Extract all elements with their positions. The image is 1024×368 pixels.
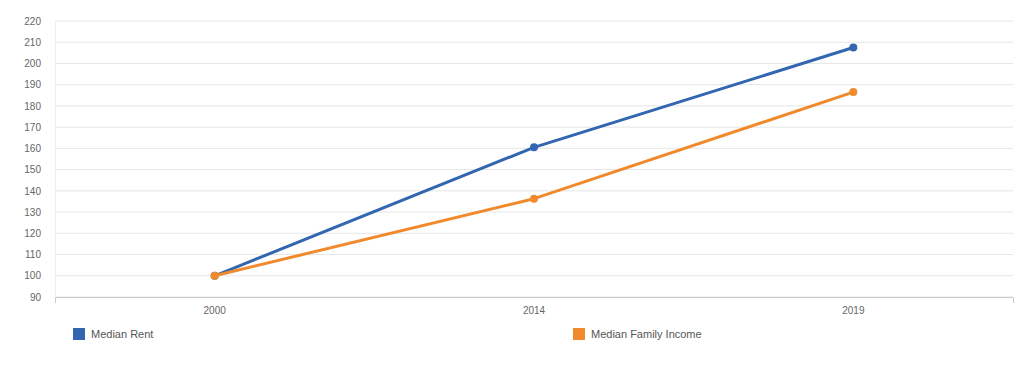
legend-item: Median Rent xyxy=(73,328,153,340)
y-tick-label: 130 xyxy=(24,207,41,218)
data-point xyxy=(530,143,538,151)
grid-line xyxy=(55,127,1013,128)
grid-line xyxy=(55,190,1013,191)
grid-line xyxy=(55,105,1013,106)
x-tick: 2019 xyxy=(842,297,865,316)
chart-svg: 90 100 110 120 130 140 150 160 170 180 190 200 210 22… xyxy=(0,0,1024,368)
chart-container: 90 100 110 120 130 140 150 160 170 180 190 200 210 22… xyxy=(0,0,1024,368)
y-tick-label: 190 xyxy=(24,79,41,90)
legend-item: Median Family Income xyxy=(573,328,702,340)
x-tick-label: 2014 xyxy=(523,305,546,316)
plot-area: 90 100 110 120 130 140 150 160 170 180 190 200 210 22… xyxy=(24,16,1013,316)
y-axis-line xyxy=(55,22,56,298)
y-tick-label: 140 xyxy=(24,186,41,197)
series-line xyxy=(215,92,854,276)
y-tick: 220 xyxy=(24,16,55,27)
x-tick: 2000 xyxy=(204,297,227,316)
grid-line xyxy=(55,212,1013,213)
series-markers xyxy=(211,88,858,280)
x-axis-line xyxy=(56,298,1014,304)
x-tick-label: 2019 xyxy=(842,305,865,316)
y-axis: 90 100 110 120 130 140 150 160 170 180 190 200 210 22… xyxy=(24,16,55,303)
x-axis: 2000 2014 2019 xyxy=(56,297,1014,316)
y-tick: 160 xyxy=(24,143,55,154)
y-tick-label: 170 xyxy=(24,122,41,133)
y-tick: 170 xyxy=(24,122,55,133)
y-tick: 110 xyxy=(25,249,55,260)
y-tick-label: 120 xyxy=(24,228,41,239)
x-tick: 2014 xyxy=(523,297,546,316)
series-group xyxy=(211,44,858,280)
data-point xyxy=(849,44,857,52)
y-tick-label: 220 xyxy=(24,16,41,27)
y-tick: 190 xyxy=(24,79,55,90)
legend-swatch xyxy=(573,328,585,340)
y-tick: 140 xyxy=(24,186,55,197)
y-tick: 210 xyxy=(24,37,55,48)
y-tick: 180 xyxy=(24,101,55,112)
series-markers xyxy=(211,44,858,280)
x-tick-label: 2000 xyxy=(204,305,227,316)
y-tick-label: 180 xyxy=(24,101,41,112)
legend-label: Median Rent xyxy=(91,328,153,340)
y-tick-label: 160 xyxy=(24,143,41,154)
grid-line xyxy=(55,275,1013,276)
grid-line xyxy=(55,254,1013,255)
y-tick-label: 100 xyxy=(24,270,41,281)
grid-line xyxy=(55,169,1013,170)
data-point xyxy=(530,195,538,203)
y-tick-label: 210 xyxy=(24,37,41,48)
legend-swatch xyxy=(73,328,85,340)
y-tick-label: 110 xyxy=(25,249,41,260)
y-tick: 90 xyxy=(30,292,55,303)
data-point xyxy=(211,272,219,280)
data-point xyxy=(211,272,219,280)
y-tick-label: 90 xyxy=(30,292,42,303)
series-line xyxy=(215,48,854,276)
grid-line xyxy=(55,42,1013,43)
y-tick: 150 xyxy=(24,164,55,175)
grid-line xyxy=(55,63,1013,64)
grid-line xyxy=(55,233,1013,234)
y-tick: 100 xyxy=(24,270,55,281)
grid-line xyxy=(55,84,1013,85)
y-tick: 130 xyxy=(24,207,55,218)
grid-line xyxy=(55,21,1013,22)
grid xyxy=(55,21,1013,297)
y-tick: 120 xyxy=(24,228,55,239)
legend-label: Median Family Income xyxy=(591,328,702,340)
y-tick-label: 200 xyxy=(24,58,41,69)
data-point xyxy=(849,88,857,96)
legend: Median Rent Median Family Income xyxy=(73,328,702,340)
y-tick: 200 xyxy=(24,58,55,69)
y-tick-label: 150 xyxy=(24,164,41,175)
